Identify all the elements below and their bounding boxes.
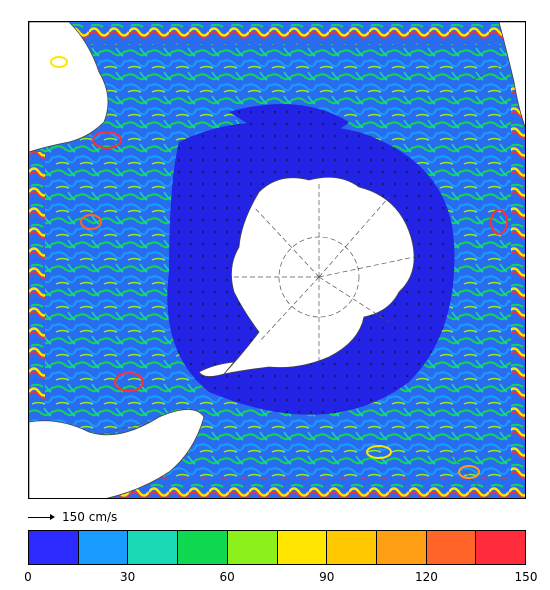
australia-landmass [29, 409, 205, 498]
south-boundary-current [29, 478, 525, 498]
colorbar-segment [29, 531, 79, 564]
colorbar-segment [128, 531, 179, 564]
calm-zone-north [229, 104, 349, 138]
speed-colorbar [28, 530, 526, 565]
colorbar-tick-label: 0 [24, 570, 32, 584]
colorbar-tick-label: 120 [414, 570, 438, 584]
colorbar-tick-label: 30 [119, 570, 136, 584]
scale-arrow-head [50, 514, 55, 520]
colorbar-segment [178, 531, 228, 564]
velocity-scale-arrow: 150 cm/s [28, 510, 148, 526]
north-boundary-current [29, 22, 525, 44]
colorbar-tick-label: 60 [219, 570, 235, 584]
colorbar-segment [227, 531, 278, 564]
colorbar-segment [327, 531, 377, 564]
colorbar-tick-label: 90 [319, 570, 335, 584]
colorbar-segment [376, 531, 427, 564]
colorbar-segment [277, 531, 328, 564]
colorbar-segment [426, 531, 477, 564]
colorbar-tick-label: 150 [514, 570, 538, 584]
antarctic-peninsula [198, 361, 235, 377]
colorbar-segment [476, 531, 526, 564]
south-america-landmass [29, 22, 109, 153]
map-canvas [29, 22, 525, 498]
scale-arrow-line [28, 517, 52, 518]
scale-arrow-label: 150 cm/s [62, 510, 118, 524]
africa-landmass [498, 22, 525, 128]
west-boundary-current [29, 152, 45, 402]
colorbar-segment [78, 531, 129, 564]
ocean-current-map [28, 21, 526, 499]
eddy-highlights [50, 56, 508, 479]
east-boundary-current [511, 22, 525, 498]
